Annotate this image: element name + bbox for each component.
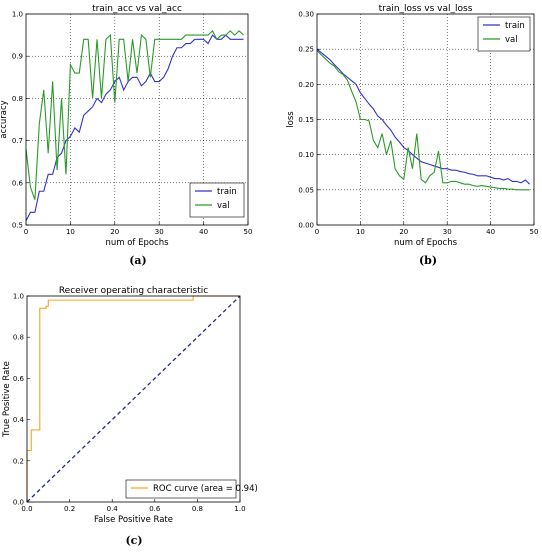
y-tick-label: 0.4 [13, 416, 25, 424]
x-tick-label: 10 [356, 228, 365, 236]
y-tick-label: 0.8 [12, 95, 23, 103]
x-tick-label: 20 [110, 228, 119, 236]
y-tick-label: 0.6 [12, 179, 24, 187]
x-tick-label: 0.2 [64, 505, 75, 513]
legend-box [477, 16, 531, 52]
x-tick-label: 0.8 [192, 505, 203, 513]
x-tick-label: 50 [530, 228, 539, 236]
y-tick-label: 0.6 [13, 375, 25, 383]
y-tick-label: 1.0 [12, 11, 23, 19]
x-axis-title: num of Epochs [105, 238, 169, 248]
legend-label: val [505, 35, 518, 45]
x-tick-label: 0 [24, 228, 28, 236]
chart-title: train_loss vs val_loss [379, 4, 473, 14]
diagonal-reference-line [26, 295, 241, 503]
y-axis-title: True Positive Rate [2, 361, 12, 438]
series-line-roc-curve-area-0-94- [26, 295, 240, 502]
x-tick-label: 0 [315, 228, 319, 236]
caption-c: (c) [125, 534, 142, 547]
y-tick-label: 1.0 [13, 293, 24, 301]
y-tick-label: 0.9 [12, 53, 23, 61]
x-tick-label: 40 [486, 228, 495, 236]
panel-c-roc-chart: 0.0 0.2 0.4 0.6 0.8 1.0 0.0 0.2 0.4 0.6 0.8 1.0 Rece… [2, 286, 258, 525]
x-tick-label: 0.4 [107, 505, 119, 513]
y-tick-label: 0.30 [298, 11, 314, 19]
legend-box [125, 479, 237, 499]
series-line-train [316, 48, 531, 185]
x-tick-label: 0.0 [21, 505, 32, 513]
chart-title: Receiver operating characteristic [59, 286, 208, 296]
x-tick-label: 10 [66, 228, 75, 236]
y-tick-label: 0.25 [298, 46, 314, 54]
y-tick-label: 0.10 [298, 151, 314, 159]
series-line-val [25, 29, 244, 200]
legend-label: train [217, 187, 237, 197]
legend-box [189, 182, 245, 218]
y-tick-label: 0.5 [12, 222, 23, 230]
y-tick-label: 0.20 [298, 81, 314, 89]
legend-label: val [217, 201, 230, 211]
x-tick-label: 1.0 [234, 505, 245, 513]
caption-a: (a) [129, 254, 147, 267]
y-tick-label: 0.0 [13, 499, 24, 507]
y-tick-label: 0.8 [13, 334, 24, 342]
y-tick-label: 0.05 [298, 186, 314, 194]
x-tick-label: 20 [399, 228, 408, 236]
chart-title: train_acc vs val_acc [92, 4, 182, 14]
panel-b-loss-chart: 0 10 20 30 40 50 0.00 0.05 0.10 0.15 0.20 0.25 0.30 t… [286, 4, 538, 248]
panel-a-accuracy-chart: 0 10 20 30 40 50 0.5 0.6 0.7 0.8 0.9 1.0 train_acc v… [0, 4, 252, 248]
x-tick-label: 50 [244, 228, 253, 236]
y-tick-label: 0.7 [12, 137, 23, 145]
x-tick-label: 30 [443, 228, 452, 236]
y-axis-title: loss [286, 111, 296, 128]
x-axis-title: False Positive Rate [94, 515, 173, 525]
x-tick-label: 0.6 [149, 505, 161, 513]
caption-b: (b) [419, 254, 437, 267]
series-line-train [25, 34, 244, 222]
y-tick-label: 0.15 [298, 116, 314, 124]
x-tick-label: 30 [155, 228, 164, 236]
x-tick-label: 40 [199, 228, 208, 236]
series-line-val [316, 50, 530, 191]
y-tick-label: 0.2 [13, 457, 24, 465]
x-axis-title: num of Epochs [394, 238, 458, 248]
plot-frame [26, 295, 241, 503]
y-tick-label: 0.00 [298, 222, 314, 230]
y-axis-title: accuracy [0, 100, 9, 138]
legend-label: ROC curve (area = 0.94) [153, 484, 258, 494]
legend-label: train [505, 21, 525, 31]
plot-frame [25, 13, 249, 226]
